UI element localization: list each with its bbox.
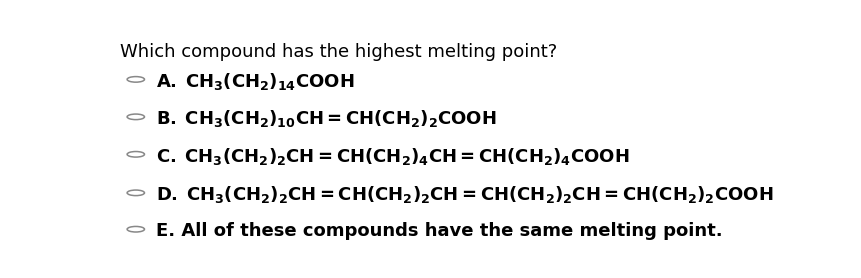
Text: $\mathbf{C.\;CH_3(CH_2)_2CH{=}CH(CH_2)_4CH{=}CH(CH_2)_4COOH}$: $\mathbf{C.\;CH_3(CH_2)_2CH{=}CH(CH_2)_4… — [156, 146, 629, 167]
Text: E. All of these compounds have the same melting point.: E. All of these compounds have the same … — [156, 222, 722, 240]
Text: $\mathbf{B.\;CH_3(CH_2)_{10}CH{=}CH(CH_2)_2COOH}$: $\mathbf{B.\;CH_3(CH_2)_{10}CH{=}CH(CH_2… — [156, 108, 496, 130]
Text: Which compound has the highest melting point?: Which compound has the highest melting p… — [120, 43, 556, 61]
Text: $\mathbf{A.\;CH_3(CH_2)_{14}COOH}$: $\mathbf{A.\;CH_3(CH_2)_{14}COOH}$ — [156, 71, 354, 92]
Text: $\mathbf{D.\;CH_3(CH_2)_2CH{=}CH(CH_2)_2CH{=}CH(CH_2)_2CH{=}CH(CH_2)_2COOH}$: $\mathbf{D.\;CH_3(CH_2)_2CH{=}CH(CH_2)_2… — [156, 185, 772, 205]
